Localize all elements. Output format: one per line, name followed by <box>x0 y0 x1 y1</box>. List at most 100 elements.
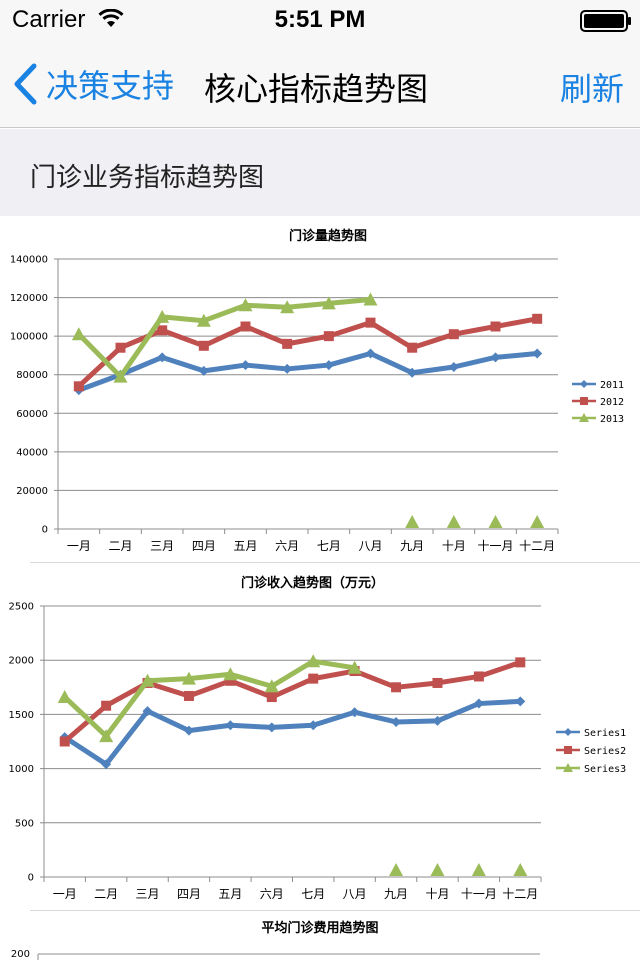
status-bar: Carrier 5:51 PM <box>0 0 640 40</box>
chart-divider <box>30 910 640 911</box>
data-point <box>181 671 196 685</box>
x-tick-label: 十月 <box>442 539 466 553</box>
y-tick-label: 2500 <box>9 602 34 613</box>
outpatient-income-chart: 门诊收入趋势图（万元） 0 500 1000 1500 2000 2500 一月 二月 三月 四月 五… <box>9 575 627 901</box>
data-point <box>140 673 155 687</box>
y-tick-label: 1000 <box>9 764 34 775</box>
x-tick-label: 十一月 <box>461 887 497 901</box>
x-tick-label: 七月 <box>317 539 341 553</box>
y-tick-label: 2000 <box>9 656 34 667</box>
y-tick-label: 40000 <box>16 447 48 458</box>
y-tick-label: 140000 <box>10 255 48 266</box>
x-tick-label: 一月 <box>53 887 77 901</box>
x-tick-label: 三月 <box>136 887 160 901</box>
page-title: 核心指标趋势图 <box>204 70 429 108</box>
y-tick-label: 20000 <box>16 486 48 497</box>
data-point <box>407 367 418 378</box>
wifi-icon <box>98 9 124 27</box>
avg-outpatient-fee-chart: 平均门诊费用趋势图 200 <box>11 920 540 960</box>
battery-icon <box>580 10 631 32</box>
x-tick-label: 六月 <box>275 539 299 553</box>
data-point <box>532 313 543 324</box>
chart-divider <box>30 562 640 563</box>
data-point <box>321 296 336 310</box>
x-tick-label: 四月 <box>177 887 201 901</box>
x-tick-label: 八月 <box>343 887 367 901</box>
legend-entry: Series2 <box>584 746 626 757</box>
data-point <box>183 690 194 701</box>
data-point <box>473 698 484 709</box>
y-tick-label: 0 <box>42 525 48 536</box>
data-point <box>365 348 376 359</box>
data-point <box>157 352 168 363</box>
chart-title: 门诊量趋势图 <box>289 228 367 244</box>
data-point <box>349 707 360 718</box>
data-point <box>264 679 279 693</box>
chart-scroll-area[interactable]: 门诊量趋势图 0 20000 40000 60000 80000 100000 120000 1… <box>0 216 640 960</box>
x-tick-label: 二月 <box>94 887 118 901</box>
refresh-button[interactable]: 刷新 <box>559 70 624 108</box>
back-button[interactable]: 决策支持 <box>12 60 174 108</box>
data-point <box>347 660 362 674</box>
x-tick-label: 十二月 <box>502 887 538 901</box>
back-button-label: 决策支持 <box>46 67 175 105</box>
section-title: 门诊业务指标趋势图 <box>30 163 265 193</box>
data-point <box>240 321 251 332</box>
x-tick-label: 二月 <box>108 539 132 553</box>
data-point <box>515 696 526 707</box>
data-point <box>113 369 128 383</box>
data-point <box>280 300 295 314</box>
data-point <box>306 654 321 668</box>
section-header: 门诊业务指标趋势图 <box>0 129 640 216</box>
data-point <box>59 736 70 747</box>
legend-marker <box>564 728 572 736</box>
x-tick-label: 五月 <box>218 887 242 901</box>
data-point <box>490 321 501 332</box>
data-point <box>196 313 211 327</box>
x-tick-label: 九月 <box>400 539 424 553</box>
data-point <box>266 692 277 703</box>
legend-marker <box>580 380 588 388</box>
status-time: 5:51 PM <box>274 6 366 33</box>
data-point <box>115 342 126 353</box>
data-point <box>363 292 378 306</box>
data-point <box>365 317 376 328</box>
series-line-2011 <box>77 351 538 393</box>
series-line-Series1 <box>63 698 521 767</box>
data-point <box>448 329 459 340</box>
data-point <box>73 381 84 392</box>
legend-entry: Series3 <box>584 764 626 775</box>
data-point <box>225 720 236 731</box>
x-tick-label: 四月 <box>192 539 216 553</box>
data-point <box>448 362 459 372</box>
x-tick-label: 七月 <box>301 887 325 901</box>
carrier-label: Carrier <box>12 6 86 33</box>
legend-marker <box>564 746 572 754</box>
chart-title: 平均门诊费用趋势图 <box>261 920 378 936</box>
legend-entry: 2011 <box>600 380 624 391</box>
data-point <box>155 309 170 323</box>
data-point <box>308 673 319 684</box>
data-point <box>238 298 253 312</box>
data-point <box>308 720 319 731</box>
navigation-bar: 决策支持 核心指标趋势图 刷新 <box>0 40 640 128</box>
data-point <box>532 348 543 359</box>
data-point <box>71 327 86 341</box>
data-point <box>142 706 153 717</box>
x-tick-label: 十月 <box>425 887 449 901</box>
x-tick-label: 五月 <box>233 539 257 553</box>
data-point <box>225 675 236 686</box>
data-point <box>405 515 420 528</box>
y-tick-label: 100000 <box>10 332 48 343</box>
legend-marker <box>563 763 573 772</box>
data-point <box>198 365 209 376</box>
data-point <box>407 342 418 353</box>
data-point <box>198 340 209 351</box>
data-point <box>432 715 443 726</box>
legend-entry: 2013 <box>600 414 624 425</box>
y-tick-label: 200 <box>11 949 30 960</box>
data-point <box>471 863 486 876</box>
data-point <box>323 331 334 342</box>
data-point <box>282 338 293 349</box>
data-point <box>223 667 238 681</box>
